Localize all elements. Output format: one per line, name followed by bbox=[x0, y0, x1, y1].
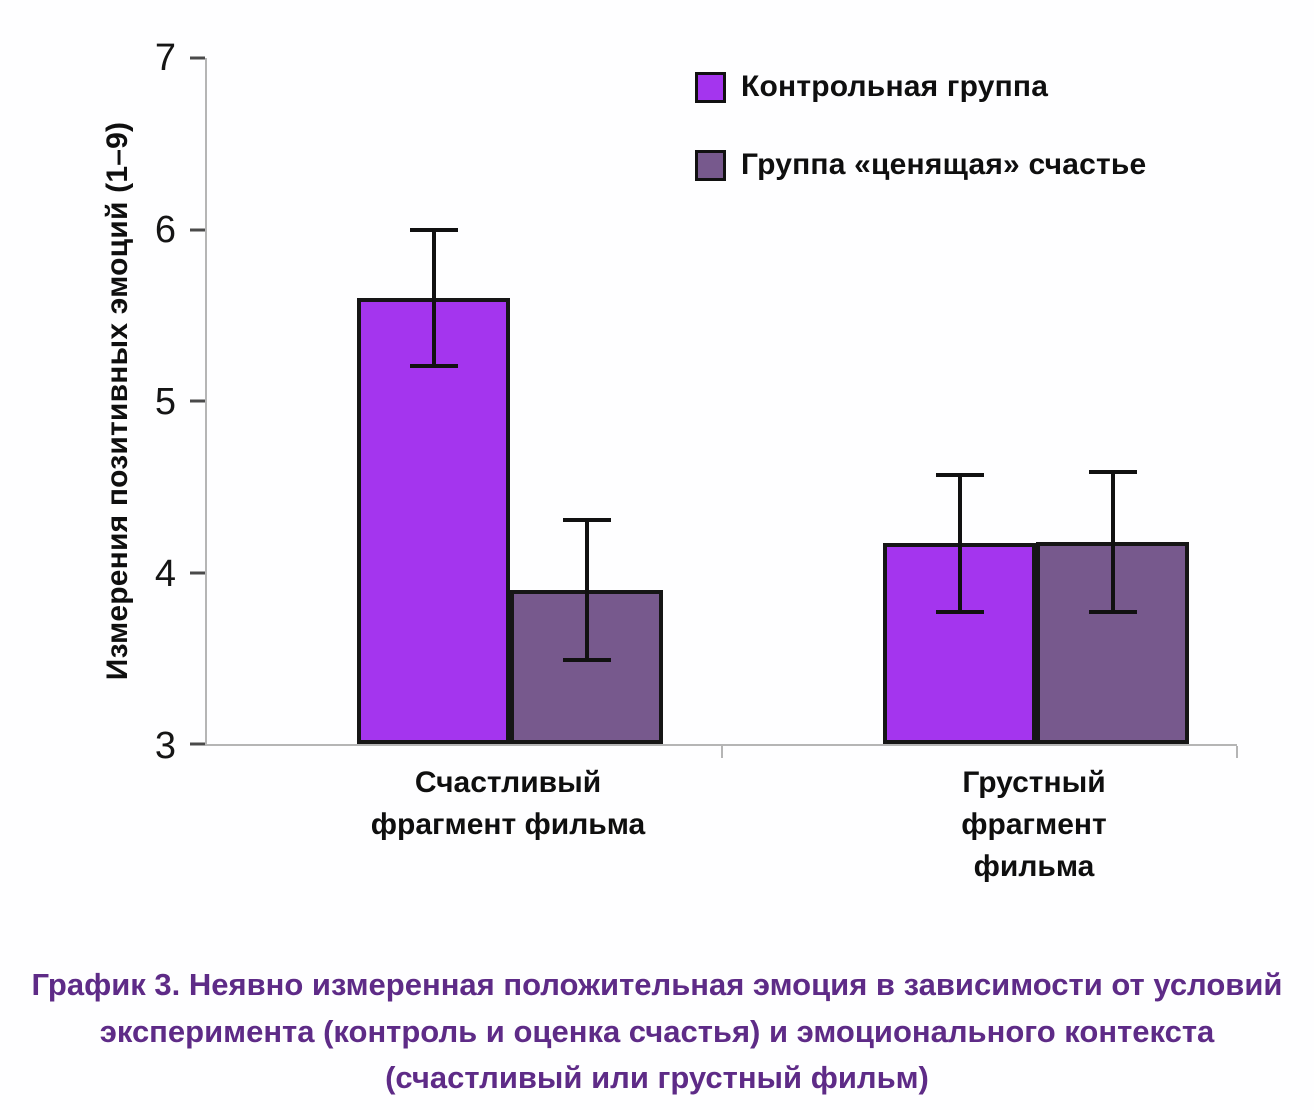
x-tick-mark bbox=[721, 746, 723, 758]
x-axis-labels: Счастливый фрагмент фильма Грустный фрагм… bbox=[205, 762, 1237, 883]
y-tick-label: 7 bbox=[154, 37, 176, 79]
y-tick-mark bbox=[190, 571, 205, 574]
x-tick-mark bbox=[1236, 746, 1238, 758]
bar-slot bbox=[510, 58, 663, 744]
bar-slot bbox=[357, 58, 510, 744]
bar bbox=[357, 298, 510, 744]
plot-area: Контрольная группа Группа «ценящая» счаст… bbox=[190, 56, 1238, 758]
y-tick-mark bbox=[190, 228, 205, 231]
bar-group bbox=[883, 58, 1189, 744]
figure-caption: График 3. Неявно измеренная положительна… bbox=[31, 967, 1283, 1095]
y-tick-mark bbox=[190, 399, 205, 403]
x-category-label: Грустный фрагмент фильма bbox=[961, 766, 1107, 883]
y-tick-mark bbox=[190, 56, 205, 60]
y-tick-label: 3 bbox=[154, 725, 176, 767]
bar-slot bbox=[1036, 58, 1189, 744]
legend-label: Группа «ценящая» счастье bbox=[741, 148, 1147, 181]
y-axis-tick-labels: 3 4 5 6 7 bbox=[105, 39, 190, 765]
y-tick-label: 4 bbox=[154, 553, 176, 595]
error-bar bbox=[409, 227, 458, 369]
y-tick-label: 5 bbox=[154, 381, 176, 423]
legend-item: Группа «ценящая» счастье bbox=[695, 148, 1146, 182]
error-bar bbox=[935, 473, 984, 614]
bar bbox=[1036, 541, 1189, 744]
legend: Контрольная группа Группа «ценящая» счаст… bbox=[695, 70, 1146, 226]
error-bar bbox=[562, 517, 611, 662]
bars-layer bbox=[207, 58, 1237, 744]
legend-swatch bbox=[695, 149, 726, 181]
bar-slot bbox=[883, 58, 1036, 744]
bar-group bbox=[357, 58, 663, 744]
error-bar bbox=[1088, 469, 1137, 614]
y-tick-mark bbox=[190, 742, 205, 746]
legend-label: Контрольная группа bbox=[741, 70, 1049, 103]
legend-swatch bbox=[695, 71, 726, 103]
x-category-label: Счастливый фрагмент фильма bbox=[370, 766, 646, 841]
legend-item: Контрольная группа bbox=[695, 70, 1146, 104]
y-tick-label: 6 bbox=[154, 209, 176, 251]
